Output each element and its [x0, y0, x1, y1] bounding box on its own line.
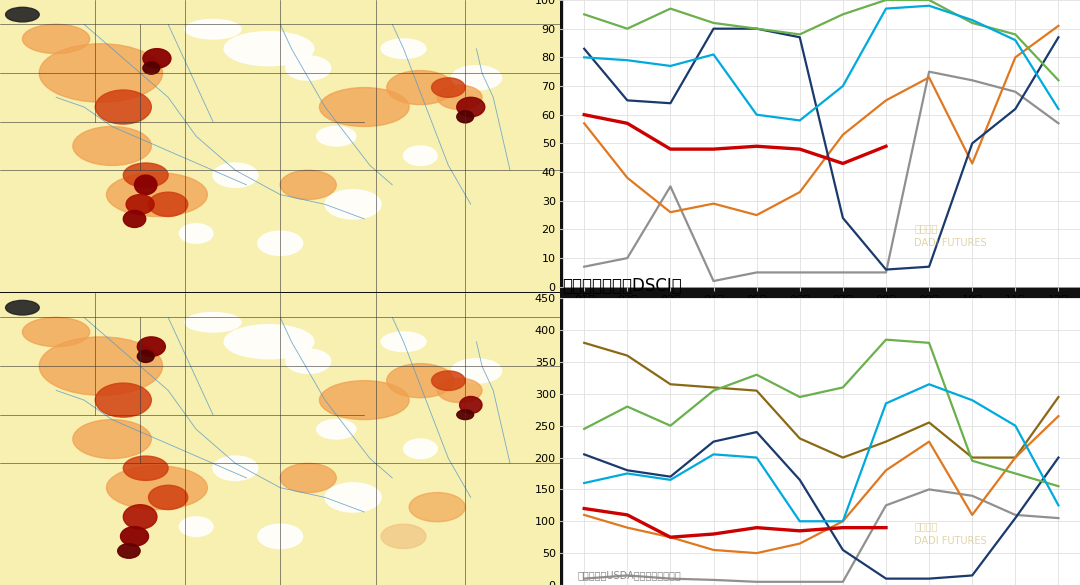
Ellipse shape	[95, 383, 151, 417]
Ellipse shape	[404, 146, 437, 166]
Ellipse shape	[137, 337, 165, 356]
Ellipse shape	[39, 337, 162, 395]
Ellipse shape	[316, 126, 356, 146]
Ellipse shape	[185, 19, 241, 39]
Ellipse shape	[126, 195, 154, 214]
Text: 数据来源：USDA，大地期货研究院: 数据来源：USDA，大地期货研究院	[578, 570, 681, 580]
Ellipse shape	[225, 32, 314, 66]
Ellipse shape	[325, 483, 381, 512]
Ellipse shape	[432, 371, 465, 390]
Ellipse shape	[185, 312, 241, 332]
Ellipse shape	[149, 192, 188, 216]
Ellipse shape	[404, 439, 437, 459]
Ellipse shape	[457, 111, 474, 123]
Ellipse shape	[409, 493, 465, 522]
Ellipse shape	[320, 381, 409, 419]
Ellipse shape	[325, 190, 381, 219]
Ellipse shape	[179, 517, 213, 536]
Ellipse shape	[381, 524, 426, 549]
Ellipse shape	[123, 456, 168, 480]
Ellipse shape	[320, 88, 409, 126]
Ellipse shape	[381, 332, 426, 352]
Ellipse shape	[286, 349, 330, 373]
Ellipse shape	[39, 44, 162, 102]
Ellipse shape	[460, 397, 482, 414]
Ellipse shape	[179, 224, 213, 243]
Ellipse shape	[118, 543, 140, 558]
Ellipse shape	[451, 359, 501, 383]
Ellipse shape	[95, 90, 151, 124]
Ellipse shape	[437, 85, 482, 109]
Ellipse shape	[387, 71, 454, 105]
Text: 大地期货
DADI FUTURES: 大地期货 DADI FUTURES	[915, 521, 987, 546]
Ellipse shape	[123, 163, 168, 187]
Ellipse shape	[107, 466, 207, 510]
Ellipse shape	[457, 410, 474, 419]
Ellipse shape	[137, 350, 154, 363]
Ellipse shape	[135, 175, 157, 195]
Ellipse shape	[258, 524, 302, 549]
Ellipse shape	[5, 300, 39, 315]
Ellipse shape	[5, 7, 39, 22]
Ellipse shape	[23, 25, 90, 53]
Ellipse shape	[143, 62, 160, 74]
Ellipse shape	[432, 78, 465, 97]
Ellipse shape	[437, 378, 482, 402]
Ellipse shape	[143, 49, 171, 68]
Ellipse shape	[280, 463, 336, 493]
Ellipse shape	[381, 39, 426, 58]
Ellipse shape	[286, 56, 330, 80]
Ellipse shape	[225, 325, 314, 359]
Ellipse shape	[213, 456, 258, 480]
Text: 大地期货
DADI FUTURES: 大地期货 DADI FUTURES	[915, 223, 987, 247]
Ellipse shape	[451, 66, 501, 90]
Ellipse shape	[457, 97, 485, 117]
Ellipse shape	[107, 173, 207, 216]
Ellipse shape	[258, 231, 302, 256]
Ellipse shape	[387, 364, 454, 398]
Ellipse shape	[23, 318, 90, 346]
Ellipse shape	[121, 526, 149, 546]
Ellipse shape	[72, 126, 151, 166]
Ellipse shape	[149, 486, 188, 510]
Ellipse shape	[72, 419, 151, 459]
Ellipse shape	[213, 163, 258, 187]
Ellipse shape	[316, 419, 356, 439]
Ellipse shape	[123, 505, 157, 529]
Ellipse shape	[280, 170, 336, 199]
Ellipse shape	[123, 211, 146, 228]
Text: 得州干旱指数（DSCI）: 得州干旱指数（DSCI）	[563, 277, 683, 295]
